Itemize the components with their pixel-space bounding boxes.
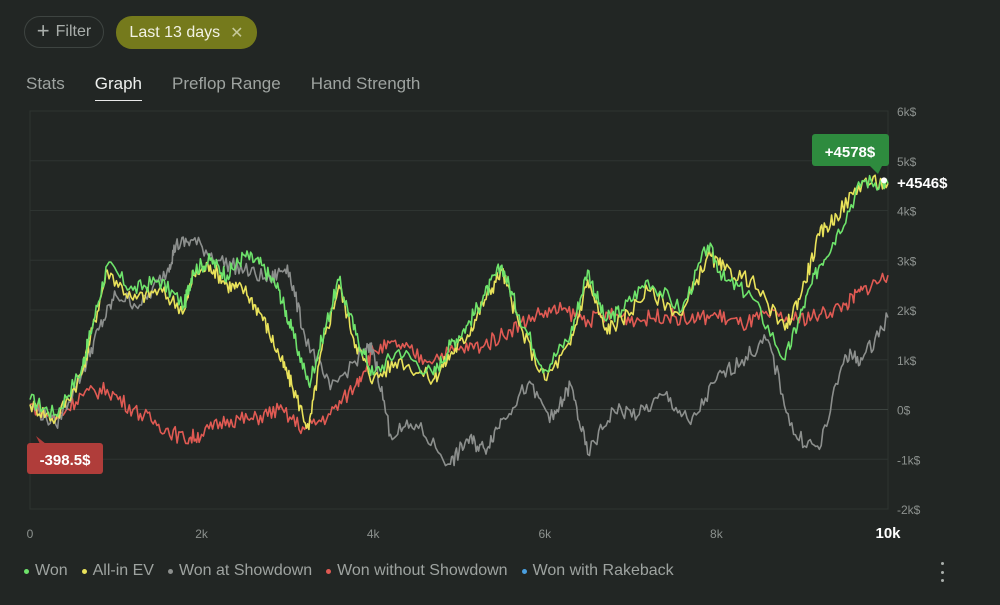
max-label-box <box>812 134 889 166</box>
y-tick-label: 1k$ <box>897 354 917 368</box>
date-range-chip[interactable]: Last 13 days ✕ <box>116 16 257 49</box>
tab-preflop-range[interactable]: Preflop Range <box>172 74 281 93</box>
legend-dot-won <box>24 568 29 574</box>
series-line-won-at-showdown <box>29 236 889 467</box>
x-tick-label: 8k <box>710 527 724 541</box>
y-tick-label: -1k$ <box>897 453 921 467</box>
y-tick-label: 0$ <box>897 404 911 418</box>
x-tick-label: 6k <box>538 527 552 541</box>
legend-label-all-in-ev: All-in EV <box>92 562 154 579</box>
max-label-pointer <box>870 166 882 174</box>
tab-graph[interactable]: Graph <box>94 74 142 101</box>
end-point-marker <box>881 177 887 184</box>
close-icon[interactable]: ✕ <box>230 24 244 42</box>
chart-legend: Won All-in EV Won at Showdown Won withou… <box>24 562 688 580</box>
legend-item-won-with-rakeback[interactable]: Won with Rakeback <box>521 562 674 580</box>
legend-dot-won-without-showdown <box>326 568 332 574</box>
x-tick-label: 2k <box>195 527 209 541</box>
legend-label-won-without-showdown: Won without Showdown <box>337 562 508 579</box>
x-tick-label: 0 <box>27 527 34 541</box>
filter-button[interactable]: + Filter <box>24 16 104 48</box>
min-label-box <box>27 443 103 474</box>
legend-item-won[interactable]: Won <box>24 562 68 580</box>
date-range-label: Last 13 days <box>129 23 221 41</box>
tab-bar: Stats Graph Preflop Range Hand Strength <box>26 74 450 101</box>
more-options-icon[interactable] <box>936 562 948 582</box>
legend-dot-won-at-showdown <box>167 568 173 574</box>
tab-stats[interactable]: Stats <box>26 74 65 93</box>
min-label-pointer <box>36 436 46 444</box>
legend-label-won-with-rakeback: Won with Rakeback <box>532 562 674 579</box>
x-tick-label: 10k <box>875 525 901 542</box>
end-value-label: +4546$ <box>897 175 948 192</box>
legend-item-won-at-showdown[interactable]: Won at Showdown <box>167 562 313 580</box>
min-label: -398.5$ <box>40 452 92 469</box>
series-line-won <box>29 174 889 419</box>
plus-icon: + <box>36 18 50 43</box>
max-label: +4578$ <box>825 144 876 161</box>
tab-hand-strength[interactable]: Hand Strength <box>310 74 421 93</box>
series-line-won-without-showdown <box>29 272 889 445</box>
x-tick-label: 4k <box>367 527 381 541</box>
legend-dot-won-with-rakeback <box>521 568 527 574</box>
legend-label-won-at-showdown: Won at Showdown <box>178 562 313 579</box>
filter-label: Filter <box>55 23 92 40</box>
y-tick-label: 3k$ <box>897 254 917 268</box>
y-tick-label: 5k$ <box>897 155 917 169</box>
y-tick-label: -2k$ <box>897 503 921 517</box>
y-tick-label: 2k$ <box>897 304 917 318</box>
legend-label-won: Won <box>35 562 68 579</box>
legend-item-all-in-ev[interactable]: All-in EV <box>81 562 154 580</box>
y-tick-label: 6k$ <box>897 105 917 119</box>
series-line-all-in-ev <box>29 174 889 431</box>
y-tick-label: 4k$ <box>897 205 917 219</box>
legend-item-won-without-showdown[interactable]: Won without Showdown <box>326 562 508 580</box>
legend-dot-all-in-ev <box>81 568 87 574</box>
